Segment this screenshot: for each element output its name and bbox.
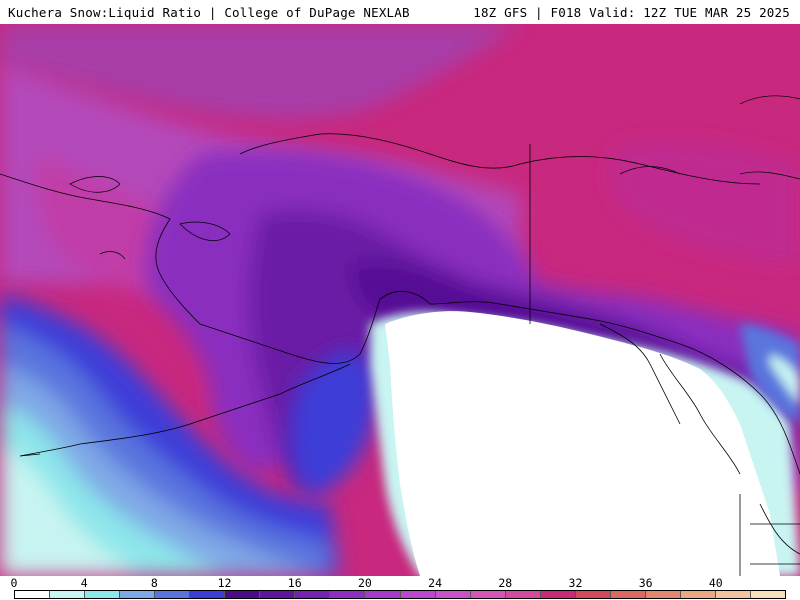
coastline-layer bbox=[0, 133, 800, 576]
colorbar-segment bbox=[540, 591, 576, 598]
colorbar-tick-label: 16 bbox=[287, 576, 302, 590]
colorbar-tick-label: 32 bbox=[568, 576, 583, 590]
colorbar-segment bbox=[715, 591, 751, 598]
colorbar-segment bbox=[645, 591, 681, 598]
colorbar-segment bbox=[120, 591, 156, 598]
colorbar-segment bbox=[85, 591, 121, 598]
snow-ratio-map bbox=[0, 24, 800, 576]
product-title: Kuchera Snow:Liquid Ratio | College of D… bbox=[8, 5, 410, 20]
color-legend: 0 4 8 12 16 20 24 28 32 36 40 bbox=[0, 576, 800, 600]
colorbar-segment bbox=[155, 591, 191, 598]
colorbar-tick-label: 28 bbox=[498, 576, 513, 590]
colorbar-segment bbox=[225, 591, 261, 598]
colorbar-segment bbox=[365, 591, 401, 598]
colorbar-tick-label: 8 bbox=[150, 576, 158, 590]
colorbar-tick-label: 40 bbox=[708, 576, 723, 590]
colorbar-segment bbox=[470, 591, 506, 598]
colorbar-segment bbox=[575, 591, 611, 598]
valid-time-label: 18Z GFS | F018 Valid: 12Z TUE MAR 25 202… bbox=[473, 5, 790, 20]
colorbar-segment bbox=[50, 591, 86, 598]
colorbar-tick-label: 4 bbox=[80, 576, 88, 590]
colorbar-tick-label: 0 bbox=[10, 576, 18, 590]
colorbar-segment bbox=[435, 591, 471, 598]
colorbar-segment bbox=[190, 591, 226, 598]
map-svg bbox=[0, 24, 800, 576]
colorbar-tick-label: 36 bbox=[638, 576, 653, 590]
island-layer bbox=[19, 95, 800, 457]
colorbar-segment bbox=[15, 591, 51, 598]
colorbar-tick-label: 12 bbox=[217, 576, 232, 590]
colorbar-segment bbox=[750, 591, 786, 598]
field-layer bbox=[0, 24, 800, 576]
colorbar-tick-label: 20 bbox=[357, 576, 372, 590]
colorbar-segment bbox=[260, 591, 296, 598]
colorbar-segment bbox=[610, 591, 646, 598]
colorbar-segment bbox=[330, 591, 366, 598]
colorbar-segment bbox=[400, 591, 436, 598]
colorbar-strip bbox=[14, 590, 786, 599]
colorbar-segment bbox=[295, 591, 331, 598]
colorbar-segment bbox=[505, 591, 541, 598]
map-header: Kuchera Snow:Liquid Ratio | College of D… bbox=[0, 0, 800, 24]
colorbar-segment bbox=[680, 591, 716, 598]
colorbar-tick-label: 24 bbox=[428, 576, 443, 590]
